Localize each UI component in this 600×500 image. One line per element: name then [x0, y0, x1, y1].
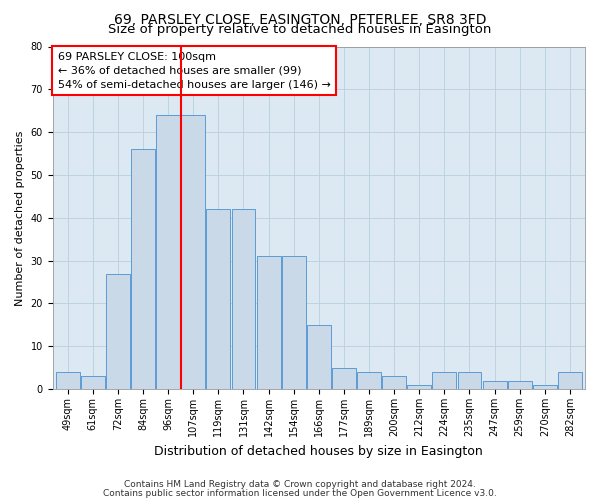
- Bar: [206, 210, 230, 389]
- Text: Contains public sector information licensed under the Open Government Licence v3: Contains public sector information licen…: [103, 488, 497, 498]
- Bar: [508, 380, 532, 389]
- Bar: [81, 376, 105, 389]
- Bar: [533, 385, 557, 389]
- Bar: [357, 372, 381, 389]
- Bar: [106, 274, 130, 389]
- Bar: [433, 372, 457, 389]
- Bar: [558, 372, 582, 389]
- Bar: [257, 256, 281, 389]
- Bar: [332, 368, 356, 389]
- Bar: [282, 256, 305, 389]
- Bar: [307, 325, 331, 389]
- Text: 69 PARSLEY CLOSE: 100sqm
← 36% of detached houses are smaller (99)
54% of semi-d: 69 PARSLEY CLOSE: 100sqm ← 36% of detach…: [58, 52, 331, 90]
- Bar: [458, 372, 481, 389]
- Bar: [407, 385, 431, 389]
- Text: 69, PARSLEY CLOSE, EASINGTON, PETERLEE, SR8 3FD: 69, PARSLEY CLOSE, EASINGTON, PETERLEE, …: [114, 12, 486, 26]
- Y-axis label: Number of detached properties: Number of detached properties: [15, 130, 25, 306]
- X-axis label: Distribution of detached houses by size in Easington: Distribution of detached houses by size …: [154, 444, 483, 458]
- Text: Contains HM Land Registry data © Crown copyright and database right 2024.: Contains HM Land Registry data © Crown c…: [124, 480, 476, 489]
- Bar: [482, 380, 506, 389]
- Bar: [56, 372, 80, 389]
- Bar: [382, 376, 406, 389]
- Bar: [156, 115, 180, 389]
- Bar: [181, 115, 205, 389]
- Bar: [232, 210, 256, 389]
- Bar: [131, 150, 155, 389]
- Text: Size of property relative to detached houses in Easington: Size of property relative to detached ho…: [109, 22, 491, 36]
